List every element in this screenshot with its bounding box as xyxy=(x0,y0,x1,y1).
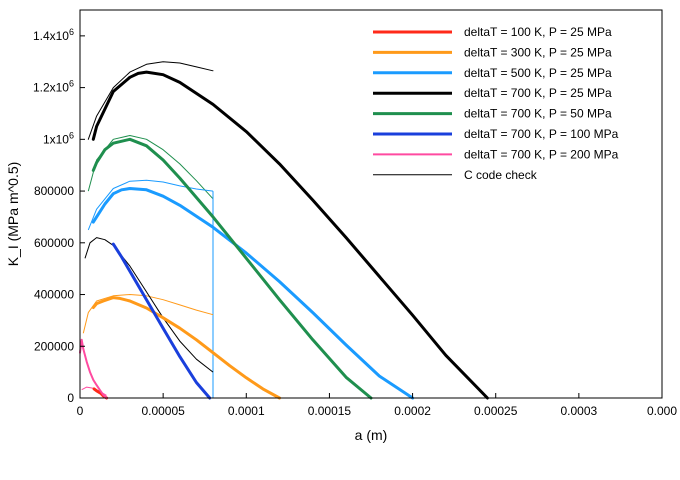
series-line-7 xyxy=(87,61,214,140)
x-tick-label-5: 0.00025 xyxy=(474,404,518,418)
x-axis: 0 0.00005 0.0001 0.00015 0.0002 0.00025 0.0003… xyxy=(77,393,677,418)
y-tick-label-0: 0 xyxy=(67,391,74,405)
y-tick-label-3: 600000 xyxy=(34,236,74,250)
x-axis-label: a (m) xyxy=(355,427,388,443)
x-tick-label-0: 0 xyxy=(77,404,84,418)
legend-label-6: deltaT = 700 K, P = 200 MPa xyxy=(464,147,619,161)
x-tick-label-3: 0.00015 xyxy=(308,404,352,418)
y-tick-label-1: 200000 xyxy=(34,339,74,353)
series-line-6 xyxy=(79,338,108,399)
x-tick-label-1: 0.00005 xyxy=(141,404,185,418)
legend-label-7: C code check xyxy=(464,168,538,182)
x-tick-label-4: 0.0002 xyxy=(394,404,431,418)
x-tick-label-6: 0.0003 xyxy=(561,404,598,418)
y-tick-label-2: 400000 xyxy=(34,288,74,302)
legend: deltaT = 100 K, P = 25 MPa deltaT = 300 K… xyxy=(373,25,619,182)
plot-frame xyxy=(79,9,663,399)
curves-layer xyxy=(79,61,489,400)
y-axis-label: K_I (MPa m^0.5) xyxy=(5,162,21,267)
legend-label-0: deltaT = 100 K, P = 25 MPa xyxy=(464,25,612,39)
x-tick-label-7: 0.000 xyxy=(647,404,677,418)
check-curve-0 xyxy=(87,135,214,200)
legend-label-5: deltaT = 700 K, P = 100 MPa xyxy=(464,127,619,141)
legend-label-1: deltaT = 300 K, P = 25 MPa xyxy=(464,45,612,59)
check-curve-4 xyxy=(84,237,214,373)
y-tick-label-4: 800000 xyxy=(34,184,74,198)
series-line-2 xyxy=(91,187,415,400)
legend-label-3: deltaT = 700 K, P = 25 MPa xyxy=(464,86,612,100)
series-line-4 xyxy=(91,137,373,400)
series-line-5 xyxy=(111,242,212,400)
legend-label-2: deltaT = 500 K, P = 25 MPa xyxy=(464,66,612,80)
x-tick-label-2: 0.0001 xyxy=(228,404,265,418)
y-tick-label-5: 1x106 xyxy=(43,130,74,146)
series-line-1 xyxy=(91,296,281,400)
y-tick-label-6: 1.2x106 xyxy=(33,79,74,95)
y-axis: 0 200000 400000 600000 800000 1x106 1.2x106 1.4… xyxy=(33,27,85,405)
legend-label-4: deltaT = 700 K, P = 50 MPa xyxy=(464,107,612,121)
series-line-3 xyxy=(91,70,489,400)
y-tick-label-7: 1.4x106 xyxy=(33,27,74,43)
check-curve-1 xyxy=(87,179,214,231)
